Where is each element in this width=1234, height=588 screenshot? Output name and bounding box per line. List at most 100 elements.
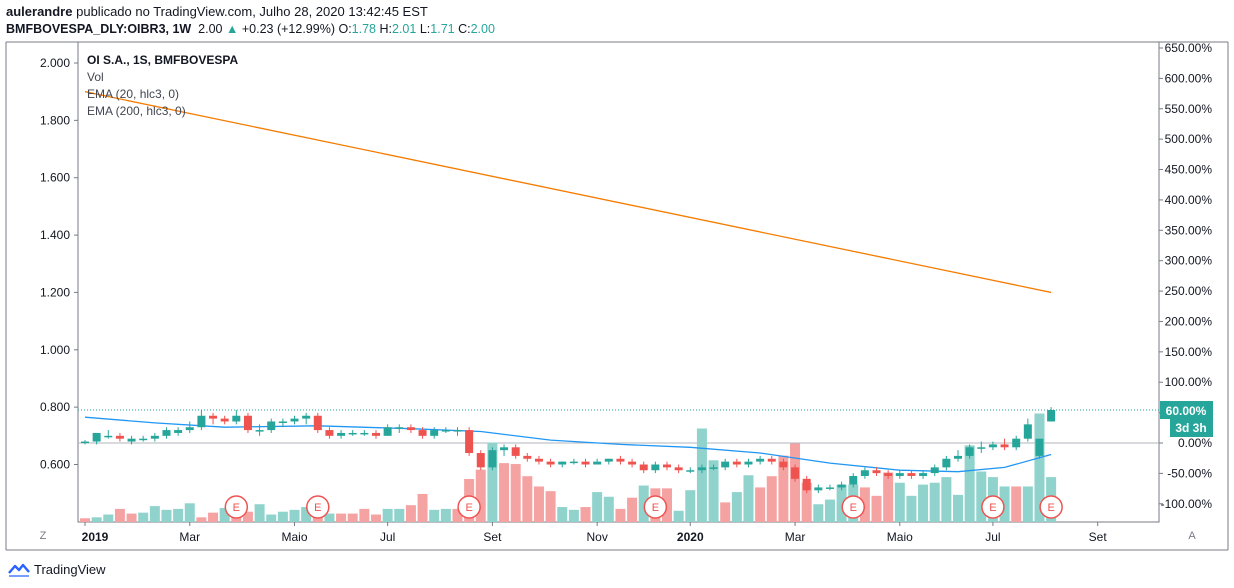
candle [511,444,520,459]
candle-body [278,421,287,423]
earnings-circle [981,495,1005,519]
candle [977,441,986,454]
candle-body [209,415,218,419]
candle [197,410,206,431]
earnings-label: E [652,502,659,514]
x-axis-tick-label: Nov [586,530,607,544]
legend-title[interactable]: OI S.A., 1S, BMFBOVESPA [87,53,239,67]
candle [139,435,148,442]
candle [954,450,962,462]
right-axis-tick-label: 350.00% [1165,223,1213,237]
volume-bar [161,509,172,522]
right-axis-tick-label: 0.00% [1178,436,1212,450]
candle-body [569,461,578,464]
volume-bar [254,504,265,522]
candle-body [383,427,392,436]
earnings-marker: E [643,495,668,519]
volume-bar [452,508,463,522]
candle-body [686,470,695,472]
legend-ema200[interactable]: EMA (200, hlc3, 0) [87,104,186,118]
left-axis-tick-label: 1.000 [40,343,70,357]
candle [150,432,159,442]
candle [791,464,800,482]
candle [860,467,869,479]
volume-bar [836,484,847,522]
candle [767,455,776,465]
left-axis-tick-label: 2.000 [40,56,70,70]
volume-bar [824,499,835,522]
candle-body [476,453,485,468]
candle-body [139,438,148,441]
timezone-button[interactable]: Z [39,530,47,542]
last-price: 2.00 [198,22,223,36]
volume-bar [510,464,521,522]
left-axis-tick-label: 0.800 [40,400,70,414]
right-axis-tick-label: 100.00% [1165,375,1213,389]
candle [744,458,753,468]
price-badge [1160,401,1213,420]
candle [1047,407,1056,422]
auto-scale-button[interactable]: A [1188,530,1196,542]
volume-bar [533,486,544,522]
volume-bar [347,513,358,522]
volume-bar [91,517,102,522]
earnings-marker: E [981,495,1005,519]
candle-body [290,418,299,422]
candle [267,418,276,433]
candle-body [639,464,648,471]
left-axis-tick-label: 1.800 [40,113,70,127]
candle [593,458,602,465]
volume-bar [173,508,184,522]
legend-vol[interactable]: Vol [87,70,104,84]
volume-bar [871,495,882,522]
candle [174,427,183,436]
candle [965,444,974,459]
volume-bar [627,497,638,522]
candle [302,412,311,425]
candle-body [302,415,311,419]
footer-brand[interactable]: TradingView [8,562,106,577]
candle [406,424,415,433]
volume-bar [755,487,766,522]
open-value: 1.78 [351,22,377,36]
x-axis-tick-label: Maio [887,530,913,544]
candle [185,421,194,433]
volume-bar [126,513,137,522]
candle-body [965,447,974,456]
candle-body [546,461,555,465]
author-name[interactable]: aulerandre [6,4,73,19]
candle [337,430,346,439]
candle [849,473,858,488]
left-axis-tick-label: 0.600 [40,458,70,472]
candle-body [744,461,753,465]
candle [558,461,567,468]
candle-body [406,427,415,431]
candle-body [930,467,939,474]
volume-bar [545,491,556,522]
countdown-badge [1170,419,1213,438]
volume-bar [138,512,149,522]
candle-body [348,432,357,435]
candle-body [162,430,171,436]
legend-ema20[interactable]: EMA (20, hlc3, 0) [87,87,180,101]
volume-bar [196,517,207,522]
candle-body [721,461,730,468]
volume-bar [1022,486,1033,522]
volume-bar [1034,413,1045,522]
volume-bar [266,514,277,522]
candle-body [767,458,776,462]
plot-frame [77,41,1160,523]
volume-bar [941,477,952,522]
candle-body [988,444,997,448]
candle-body [616,458,625,462]
volume-bar [417,493,428,522]
candle [825,484,834,491]
right-axis-tick-label: 400.00% [1165,193,1213,207]
change-arrow-icon: ▲ [226,22,239,36]
open-label: O: [338,22,352,36]
volume-bar [894,482,905,522]
volume-bar [277,511,288,522]
candle [395,424,404,433]
candle [278,418,287,428]
